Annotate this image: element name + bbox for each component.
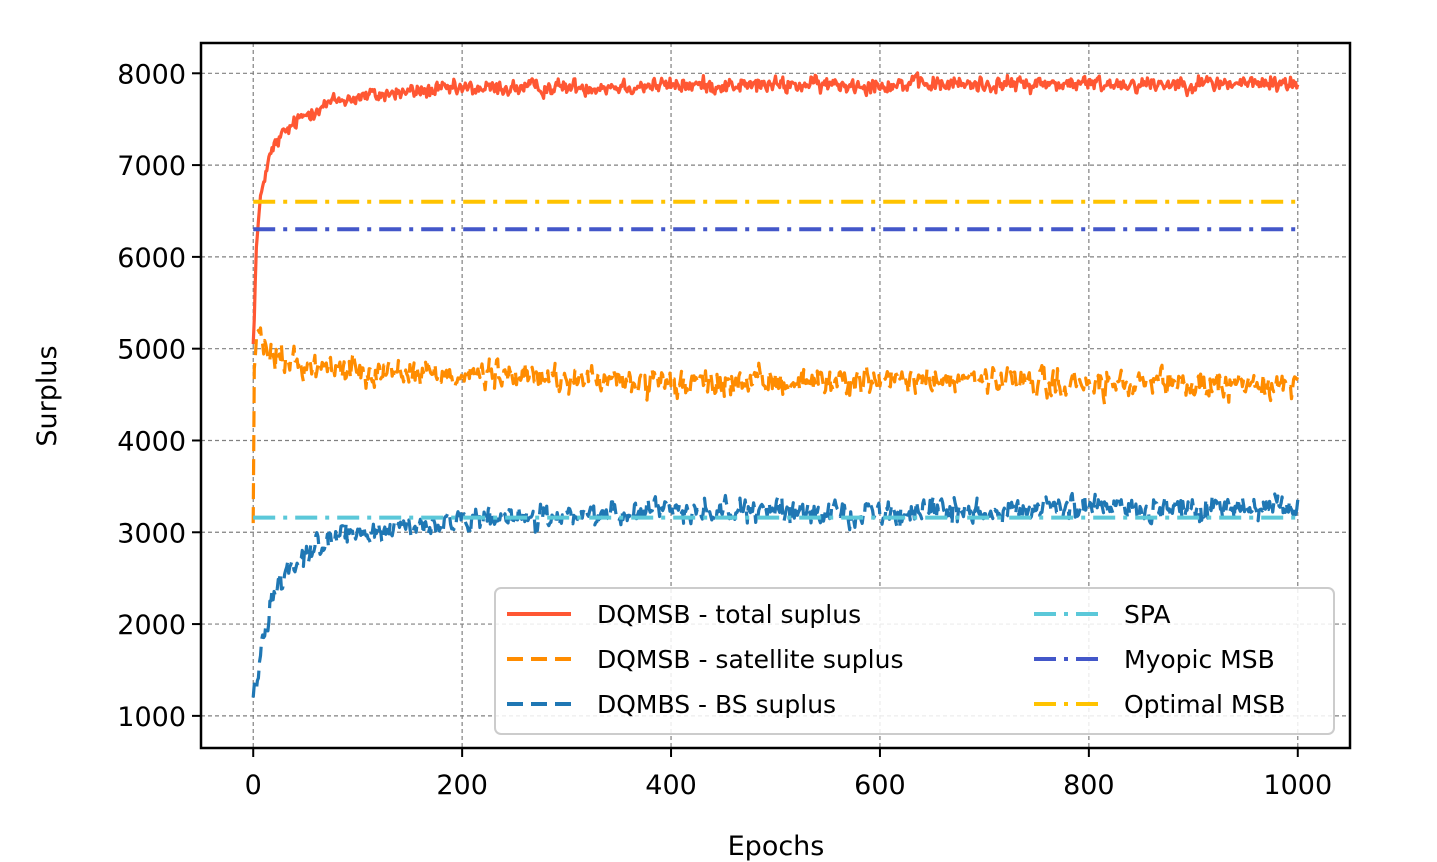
legend-label: Myopic MSB [1124, 645, 1275, 674]
y-tick-label: 2000 [117, 610, 186, 641]
y-tick-label: 7000 [117, 151, 186, 182]
legend-label: DQMSB - total suplus [597, 600, 861, 629]
plot-lines [251, 71, 1300, 698]
x-tick-label: 600 [854, 770, 906, 801]
plot-frame [199, 41, 1352, 750]
series-line-1 [251, 326, 1300, 524]
legend-label: DQMSB - satellite suplus [597, 645, 903, 674]
y-tick-label: 5000 [117, 335, 186, 366]
series-line-0 [251, 71, 1300, 345]
y-tick-label: 4000 [117, 426, 186, 457]
x-tick-label: 400 [645, 770, 697, 801]
x-tick-label: 1000 [1263, 770, 1332, 801]
y-tick-label: 3000 [117, 518, 186, 549]
legend: DQMSB - total suplus DQMSB - satellite su… [494, 587, 1335, 735]
x-tick-label: 0 [245, 770, 262, 801]
x-tick-label: 800 [1063, 770, 1115, 801]
legend-box [494, 587, 1335, 735]
y-tick-label: 8000 [117, 59, 186, 90]
y-axis-title: Surplus [32, 345, 63, 446]
y-tick-label: 6000 [117, 243, 186, 274]
legend-label: DQMBS - BS suplus [597, 690, 836, 719]
y-tick-label: 1000 [117, 702, 186, 733]
x-tick-label: 200 [436, 770, 488, 801]
ticks: 0 200 400 600 800 1000 1000 2000 3000 4000 5000 600… [117, 59, 1332, 801]
x-axis-title: Epochs [728, 831, 825, 862]
legend-label: Optimal MSB [1124, 690, 1285, 719]
legend-label: SPA [1124, 600, 1170, 629]
series-line-2 [251, 491, 1300, 698]
